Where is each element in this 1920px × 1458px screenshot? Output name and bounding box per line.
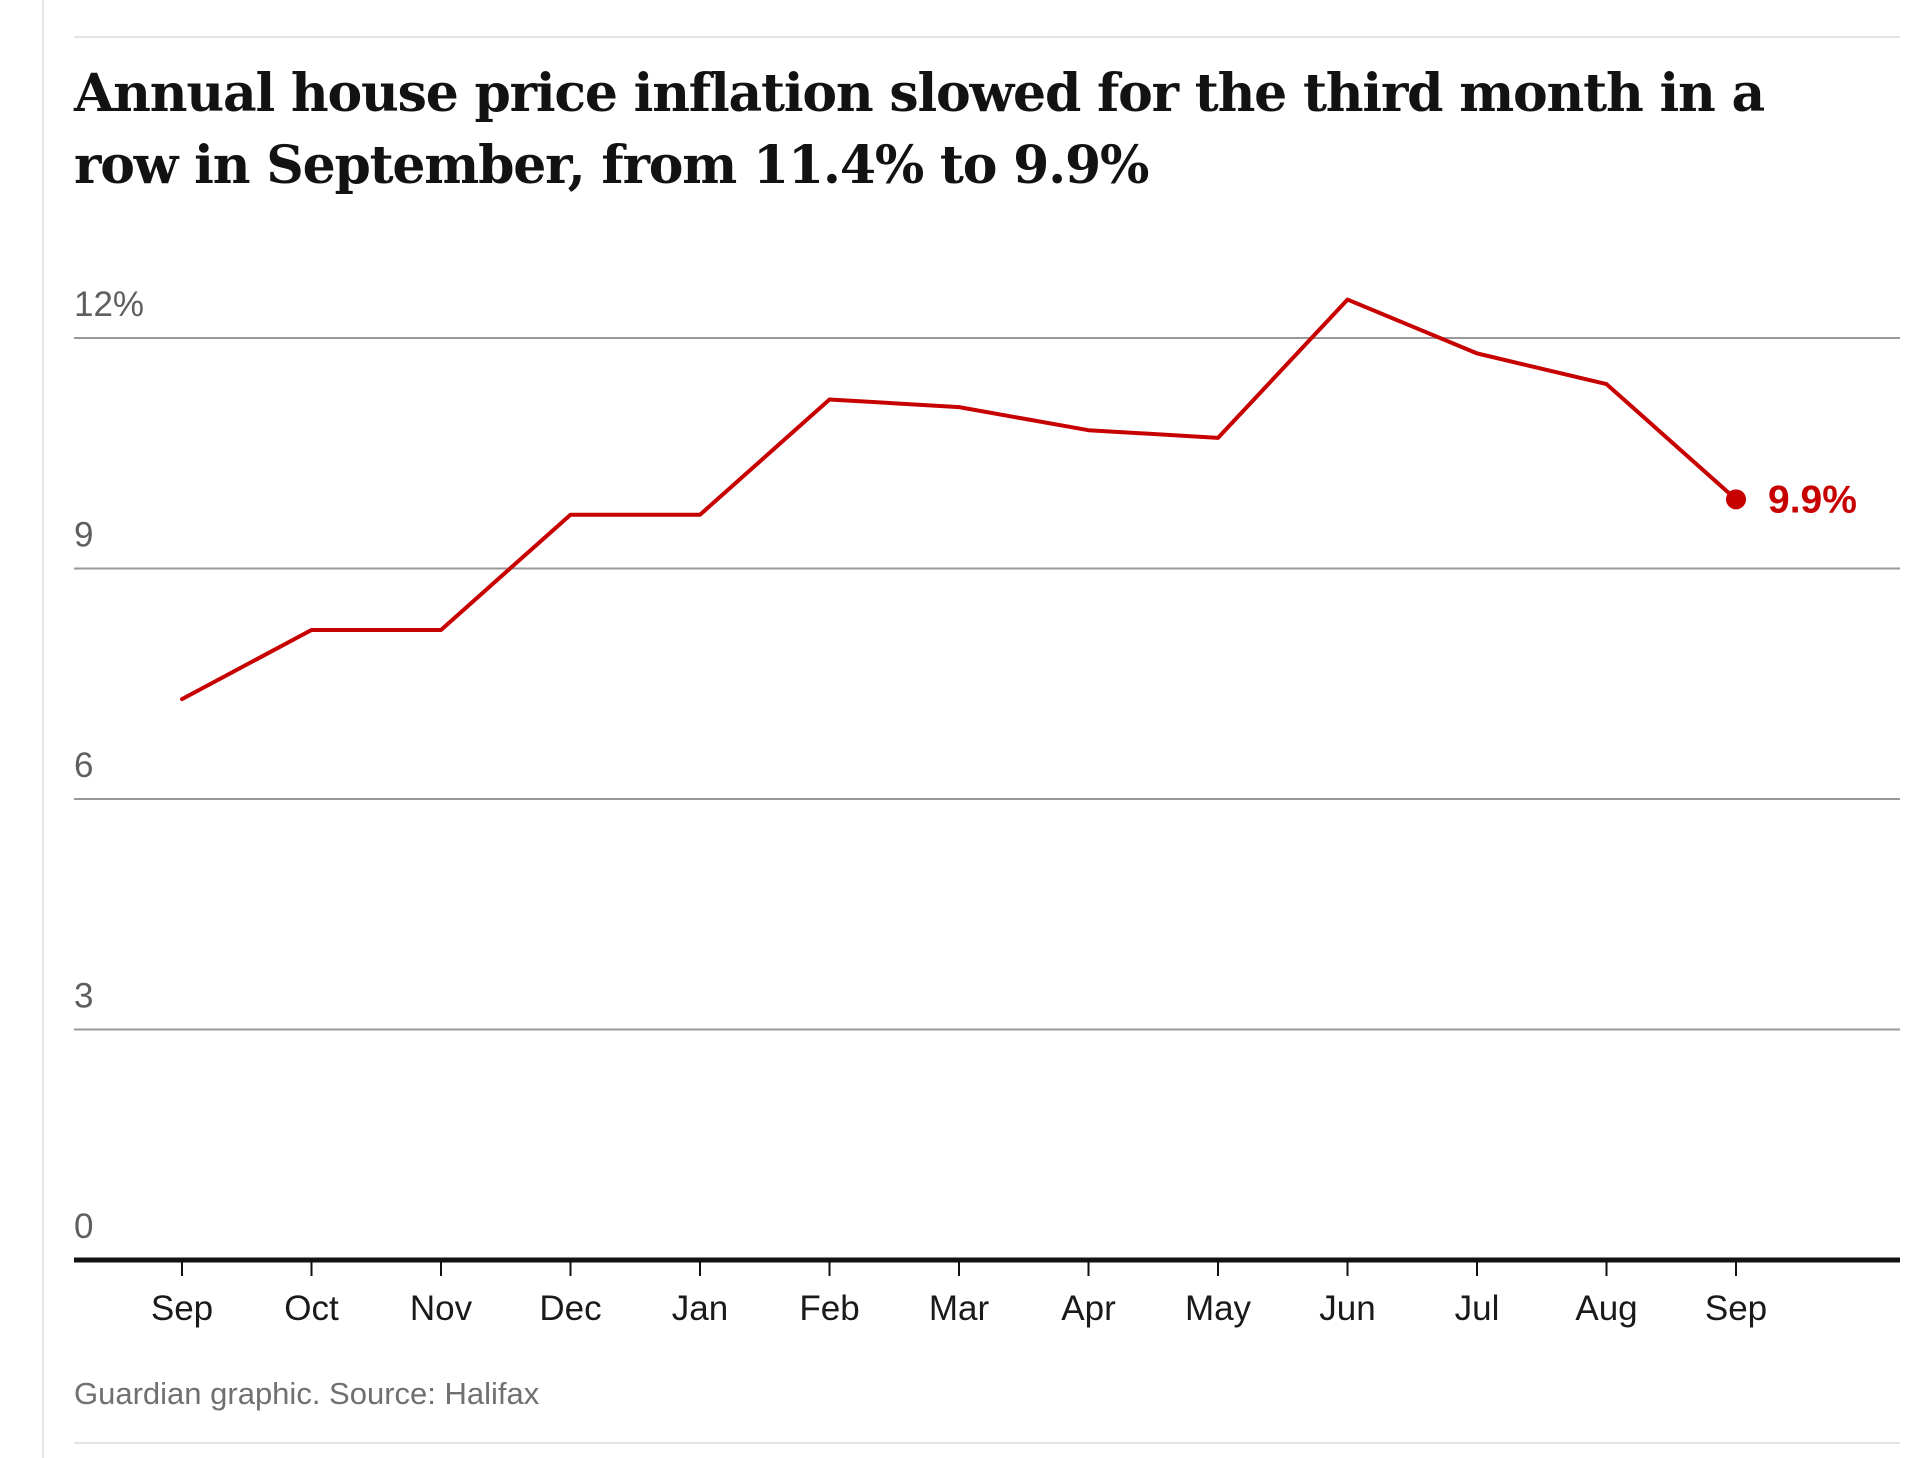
x-tick-label: Sep [1705,1289,1767,1328]
data-point [957,405,961,409]
top-divider [74,36,1900,38]
data-point [1087,428,1091,432]
series-layer: 9.9% [180,297,1857,702]
x-tick-label: Feb [799,1289,859,1328]
x-tick-label: Dec [539,1289,601,1328]
y-axis-labels: 12% 9 6 3 0 [74,285,144,1246]
data-point [439,628,443,632]
x-tick-label: Apr [1061,1289,1116,1328]
gridlines [74,337,1900,1031]
x-tick-label: Sep [151,1289,213,1328]
x-axis: Sep Oct Nov Dec Jan Feb Mar Apr May Jun Jul Aug Sep [74,1257,1900,1328]
x-tick-label: Jun [1319,1289,1375,1328]
x-tick-label: Aug [1575,1289,1637,1328]
data-point [1475,351,1479,355]
data-point [569,513,573,517]
end-value-label: 9.9% [1768,478,1857,521]
x-tick-label: Jan [672,1289,728,1328]
data-point [1216,436,1220,440]
x-tick-label: May [1185,1289,1252,1328]
data-point [310,628,314,632]
y-tick-label: 3 [74,977,93,1016]
data-point [698,513,702,517]
data-point [180,697,184,701]
data-point [828,397,832,401]
data-point [1605,382,1609,386]
x-tick-label: Jul [1455,1289,1500,1328]
series-line [180,297,1738,702]
chart-title: Annual house price inflation slowed for … [74,63,1765,196]
page-left-rule [42,0,44,1458]
x-tick-label: Nov [410,1289,473,1328]
x-tick-label: Mar [929,1289,990,1328]
y-tick-label: 6 [74,746,93,785]
bottom-divider [74,1442,1900,1444]
y-tick-label: 12% [74,285,144,324]
y-tick-label: 9 [74,516,93,555]
source-note: Guardian graphic. Source: Halifax [74,1376,540,1411]
end-point-marker [1726,489,1746,510]
data-point [1346,298,1350,302]
x-tick-label: Oct [284,1289,339,1328]
y-tick-label: 0 [74,1207,93,1246]
